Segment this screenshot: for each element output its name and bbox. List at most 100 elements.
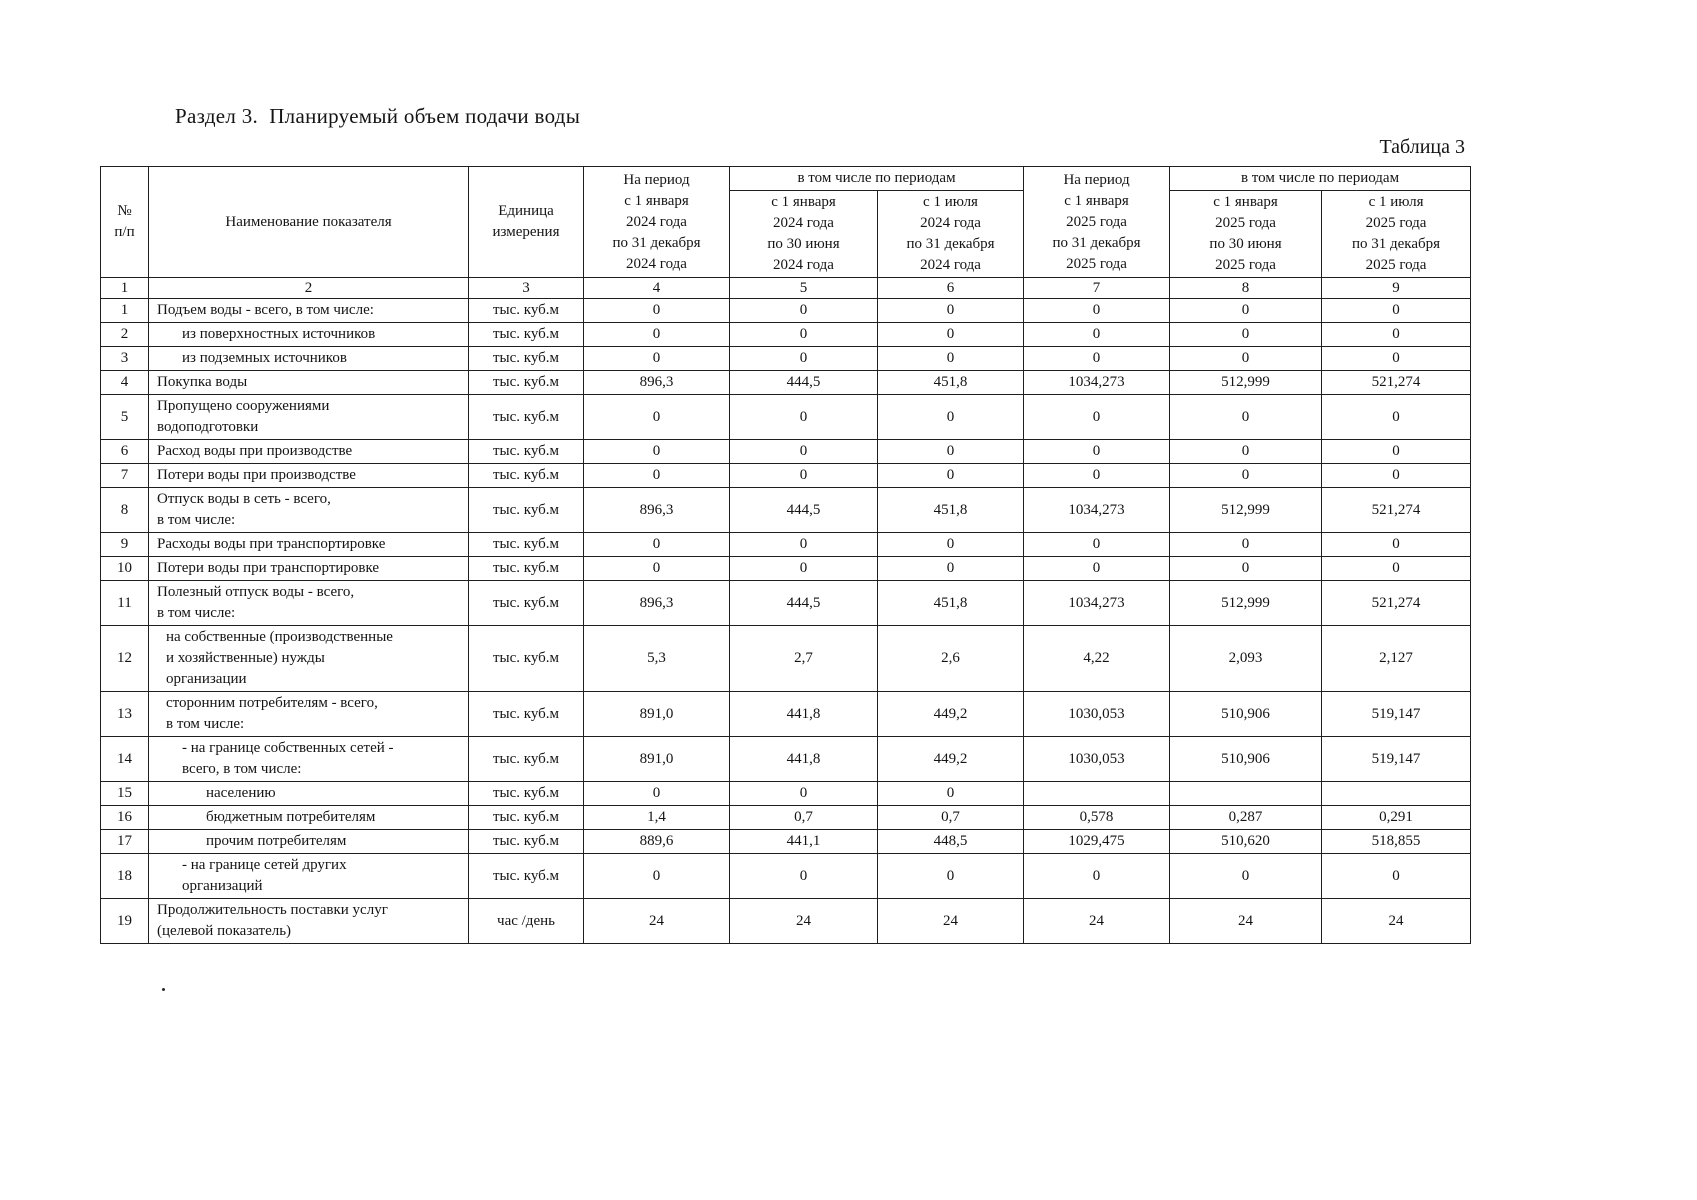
row-value: 896,3 bbox=[583, 370, 730, 395]
table-row: 13 сторонним потребителям - всего, в том … bbox=[100, 691, 1472, 737]
row-value: 0 bbox=[876, 532, 1025, 557]
row-value: 0 bbox=[876, 463, 1025, 488]
row-value: 512,999 bbox=[1169, 370, 1323, 395]
header-row-main: № п/п Наименование показателя Единица из… bbox=[100, 166, 1472, 278]
row-num: 19 bbox=[100, 898, 149, 944]
row-unit: тыс. куб.м bbox=[468, 370, 584, 395]
row-value: 448,5 bbox=[876, 829, 1025, 854]
table-row: 17 прочим потребителям тыс. куб.м 889,6 441,… bbox=[100, 829, 1472, 854]
row-name: Полезный отпуск воды - всего, в том числ… bbox=[148, 580, 469, 626]
row-value: 510,906 bbox=[1169, 736, 1323, 782]
row-unit: тыс. куб.м bbox=[468, 346, 584, 371]
row-value: 2,093 bbox=[1169, 625, 1323, 692]
row-value: 0,291 bbox=[1321, 805, 1472, 830]
row-value: 0 bbox=[876, 394, 1025, 440]
row-value: 0 bbox=[1169, 853, 1323, 899]
row-value: 0 bbox=[729, 853, 878, 899]
table-body: 1 Подъем воды - всего, в том числе: тыс. к… bbox=[100, 298, 1472, 944]
row-name: Подъем воды - всего, в том числе: bbox=[148, 298, 469, 323]
header-name: Наименование показателя bbox=[148, 166, 469, 278]
row-unit: час /день bbox=[468, 898, 584, 944]
column-index: 8 bbox=[1169, 277, 1323, 299]
row-value: 1029,475 bbox=[1023, 829, 1171, 854]
row-value: 896,3 bbox=[583, 487, 730, 533]
header-period-2024: На период с 1 января 2024 года по 31 дек… bbox=[583, 166, 730, 278]
row-unit: тыс. куб.м bbox=[468, 439, 584, 464]
column-index: 9 bbox=[1321, 277, 1472, 299]
row-value: 0 bbox=[583, 394, 730, 440]
row-value: 2,7 bbox=[729, 625, 878, 692]
row-value: 0 bbox=[1169, 322, 1323, 347]
row-unit: тыс. куб.м bbox=[468, 322, 584, 347]
row-value: 0,578 bbox=[1023, 805, 1171, 830]
row-num: 11 bbox=[100, 580, 149, 626]
row-unit: тыс. куб.м bbox=[468, 691, 584, 737]
row-value: 518,855 bbox=[1321, 829, 1472, 854]
table-row: 4 Покупка воды тыс. куб.м 896,3 444,5 451,8 10… bbox=[100, 370, 1472, 395]
row-value: 2,127 bbox=[1321, 625, 1472, 692]
row-value: 0 bbox=[1023, 346, 1171, 371]
row-unit: тыс. куб.м bbox=[468, 394, 584, 440]
header-period-2025: На период с 1 января 2025 года по 31 дек… bbox=[1023, 166, 1171, 278]
row-value: 449,2 bbox=[876, 691, 1025, 737]
column-index: 2 bbox=[148, 277, 469, 299]
row-num: 14 bbox=[100, 736, 149, 782]
row-value: 519,147 bbox=[1321, 736, 1472, 782]
row-value: 0 bbox=[583, 439, 730, 464]
row-unit: тыс. куб.м bbox=[468, 805, 584, 830]
row-value: 5,3 bbox=[583, 625, 730, 692]
row-value: 441,8 bbox=[729, 691, 878, 737]
row-name: Продолжительность поставки услуг (целево… bbox=[148, 898, 469, 944]
column-index-row: 1 2 3 4 5 6 7 8 9 bbox=[100, 277, 1472, 299]
row-unit: тыс. куб.м bbox=[468, 736, 584, 782]
row-value: 0,287 bbox=[1169, 805, 1323, 830]
row-value: 0 bbox=[876, 556, 1025, 581]
row-value: 0,7 bbox=[729, 805, 878, 830]
row-value: 0 bbox=[1169, 532, 1323, 557]
row-value: 891,0 bbox=[583, 736, 730, 782]
row-value: 0 bbox=[1169, 394, 1323, 440]
row-value: 4,22 bbox=[1023, 625, 1171, 692]
row-value: 0 bbox=[876, 322, 1025, 347]
row-num: 6 bbox=[100, 439, 149, 464]
row-value: 1030,053 bbox=[1023, 691, 1171, 737]
table-row: 8 Отпуск воды в сеть - всего, в том числе… bbox=[100, 487, 1472, 533]
row-name: на собственные (производственные и хозяй… bbox=[148, 625, 469, 692]
row-unit: тыс. куб.м bbox=[468, 580, 584, 626]
row-value: 24 bbox=[1169, 898, 1323, 944]
column-index: 1 bbox=[100, 277, 149, 299]
row-num: 17 bbox=[100, 829, 149, 854]
table-row: 14- на границе собственных сетей - всего… bbox=[100, 736, 1472, 782]
row-name: Покупка воды bbox=[148, 370, 469, 395]
row-value: 0 bbox=[1023, 532, 1171, 557]
row-value: 441,8 bbox=[729, 736, 878, 782]
table-header: № п/п Наименование показателя Единица из… bbox=[100, 166, 1472, 299]
table-row: 15 населению тыс. куб.м 0 0 0 bbox=[100, 781, 1472, 806]
header-row-sub: с 1 января 2024 года по 30 июня 2024 год… bbox=[101, 190, 1472, 278]
row-value: 521,274 bbox=[1321, 487, 1472, 533]
row-value: 0 bbox=[1321, 439, 1472, 464]
row-num: 7 bbox=[100, 463, 149, 488]
header-half2-2024: с 1 июля 2024 года по 31 декабря 2024 го… bbox=[876, 190, 1025, 278]
row-value: 521,274 bbox=[1321, 580, 1472, 626]
row-num: 3 bbox=[100, 346, 149, 371]
row-value: 0 bbox=[1321, 298, 1472, 323]
row-num: 16 bbox=[100, 805, 149, 830]
row-name: Отпуск воды в сеть - всего, в том числе: bbox=[148, 487, 469, 533]
row-value: 24 bbox=[876, 898, 1025, 944]
scan-artifact-dot bbox=[162, 988, 165, 991]
table-row: 7 Потери воды при производстве тыс. куб.м 0… bbox=[100, 463, 1472, 488]
row-value: 0 bbox=[1023, 322, 1171, 347]
row-value: 0 bbox=[1321, 556, 1472, 581]
row-value: 1034,273 bbox=[1023, 370, 1171, 395]
table-row: 6 Расход воды при производстве тыс. куб.м 0… bbox=[100, 439, 1472, 464]
row-value: 0 bbox=[729, 298, 878, 323]
header-including-2024: в том числе по периодам bbox=[728, 166, 1025, 191]
row-value: 0 bbox=[1023, 853, 1171, 899]
row-name: из поверхностных источников bbox=[148, 322, 469, 347]
water-supply-table: № п/п Наименование показателя Единица из… bbox=[100, 166, 1472, 944]
row-value: 0 bbox=[583, 346, 730, 371]
row-value: 0 bbox=[583, 463, 730, 488]
row-name: Потери воды при производстве bbox=[148, 463, 469, 488]
